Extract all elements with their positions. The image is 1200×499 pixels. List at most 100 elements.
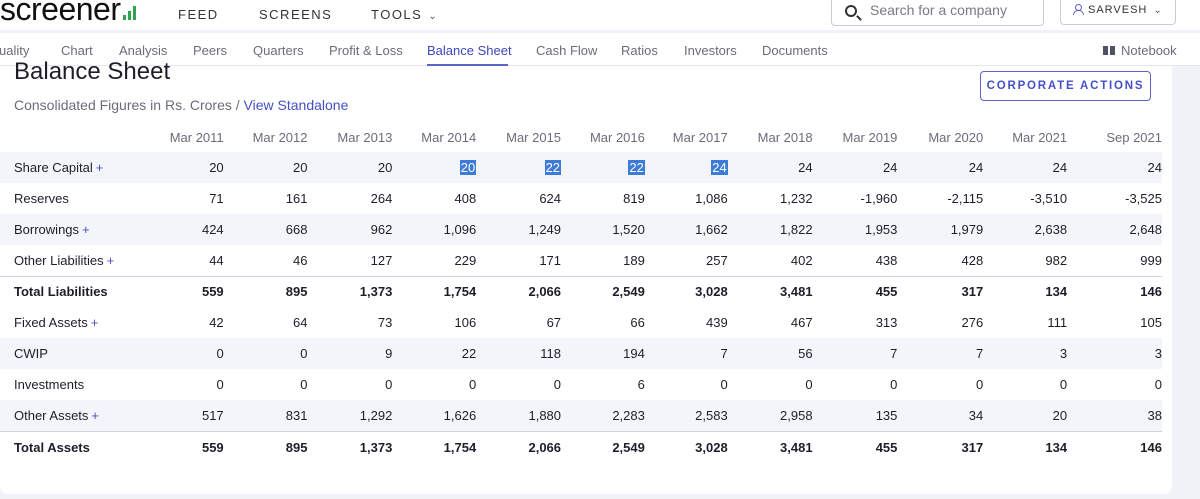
cell-value: 20 [293,160,308,175]
tab-cash-flow[interactable]: Cash Flow [536,43,598,58]
cell-value: 3 [1059,346,1068,361]
corporate-actions-button[interactable]: CORPORATE ACTIONS [980,71,1151,101]
expand-plus-icon[interactable]: + [91,407,100,423]
row-label[interactable]: Other Liabilities + [0,245,147,276]
user-icon [1073,4,1084,15]
nav-tools[interactable]: TOOLS ⌄ [371,7,438,22]
user-menu-button[interactable]: SARVESH ⌄ [1060,0,1176,25]
logo[interactable]: screener [0,0,139,28]
table-cell: 1,754 [392,430,477,463]
cell-value: 0 [720,377,728,392]
table-cell: 1,232 [728,183,813,214]
table-cell: 1,626 [392,400,477,431]
expand-plus-icon[interactable]: + [106,252,115,268]
cell-value: 111 [1047,315,1068,330]
cell-value: 0 [1059,377,1068,392]
table-cell: 0 [147,369,223,400]
table-cell: 1,249 [476,214,562,245]
expand-plus-icon[interactable]: + [82,222,90,237]
table-cell: 171 [476,245,561,276]
view-standalone-link[interactable]: View Standalone [243,97,349,113]
cell-value: 7 [720,346,728,361]
cell-value: 46 [293,252,308,268]
cell-value: 189 [623,252,645,268]
cell-value: 135 [875,407,898,423]
table-cell: 819 [561,183,645,214]
table-cell: 428 [897,245,984,276]
expand-plus-icon[interactable]: + [90,315,99,330]
column-header: Mar 2011 [169,129,224,145]
tab-ratios[interactable]: Ratios [621,43,658,58]
row-label: Investments [0,369,147,400]
row-label[interactable]: Fixed Assets + [0,307,147,338]
table-cell: 44 [147,245,223,276]
nav-screens[interactable]: SCREENS [259,7,333,22]
table-cell: 3,481 [727,275,813,307]
cell-value: 3 [1154,346,1162,361]
tab-profit-loss[interactable]: Profit & Loss [329,43,403,58]
cell-value: 2,549 [612,439,645,455]
nav-feed[interactable]: FEED [178,7,219,22]
cell-value: 559 [201,439,224,455]
table-cell: 56 [727,338,813,369]
table-cell: 0 [728,369,812,400]
table-cell: 194 [561,338,645,369]
cell-value: 455 [875,284,898,300]
table-cell: 7 [812,338,898,369]
book-icon [1103,46,1115,55]
cell-value: 161 [285,191,308,206]
table-cell: 73 [308,307,392,338]
table-row: Total Assets 559 895 1,373 1,754 2,066 2,549 3,… [0,430,1162,463]
table-cell: 517 [146,400,224,431]
cell-value: 2,958 [780,407,813,423]
tab-documents[interactable]: Documents [762,43,828,58]
notebook-link[interactable]: Notebook [1103,43,1177,58]
column-header: Mar 2012 [252,129,308,145]
tab-chart[interactable]: Chart [61,43,93,58]
table-row: Borrowings +424 668 962 1,096 1,249 1,520 1,662… [0,214,1162,245]
table-cell: 24 [983,152,1068,183]
tab-investors[interactable]: Investors [684,43,737,58]
row-label[interactable]: Share Capital + [0,152,147,183]
table-cell: 2,283 [561,400,645,431]
row-label: Total Assets [0,430,147,463]
search-box[interactable] [831,0,1044,26]
table-row: Other Liabilities +44 46 127 229 171 189 257 402… [0,245,1162,276]
tab-analysis[interactable]: Analysis [119,43,168,58]
cell-value: 118 [540,346,562,361]
table-cell: 895 [223,275,308,307]
row-label-text: Other Assets [14,407,89,423]
column-header: Mar 2019 [842,129,898,145]
expand-plus-icon[interactable]: + [95,160,104,175]
cell-value: 34 [968,407,984,423]
row-label-text: Total Liabilities [14,284,108,300]
subtitle-prefix: Consolidated Figures in Rs. Crores / [14,97,244,113]
search-input[interactable] [870,2,1030,18]
table-cell: 189 [561,245,645,276]
cell-value: 2,549 [612,284,645,300]
tab-quarters[interactable]: Quarters [253,43,304,58]
table-row: Reserves 71 161 264 408 624 819 1,086 1,232 -1,96… [0,183,1162,214]
table-cell: 7 [644,338,728,369]
table-cell: 668 [223,214,308,245]
cell-value: 24 [1147,160,1162,175]
table-row: Investments 0 0 0 0 0 6 0 0 0 0 0 0 [0,369,1162,400]
table-cell: 0 [224,369,307,400]
row-label[interactable]: Borrowings + [0,214,147,245]
table-cell: 455 [812,430,898,463]
row-label[interactable]: Other Assets + [0,400,147,431]
tab-peers[interactable]: Peers [193,43,227,58]
cell-value: -3,510 [1030,191,1068,206]
notebook-label: Notebook [1121,43,1177,58]
table-cell: 3,028 [644,430,728,463]
tab-balance-sheet[interactable]: Balance Sheet [427,43,512,58]
cell-value: 1,249 [528,222,562,237]
tab-quality[interactable]: uality [0,43,30,58]
cell-value: 439 [706,315,728,330]
cell-value: 0 [468,377,477,392]
table-cell: 895 [223,430,308,463]
cell-value: 2,583 [695,407,728,423]
column-header: Mar 2014 [421,129,477,145]
cell-value: 1,662 [695,222,728,237]
cell-value: 428 [961,252,984,268]
